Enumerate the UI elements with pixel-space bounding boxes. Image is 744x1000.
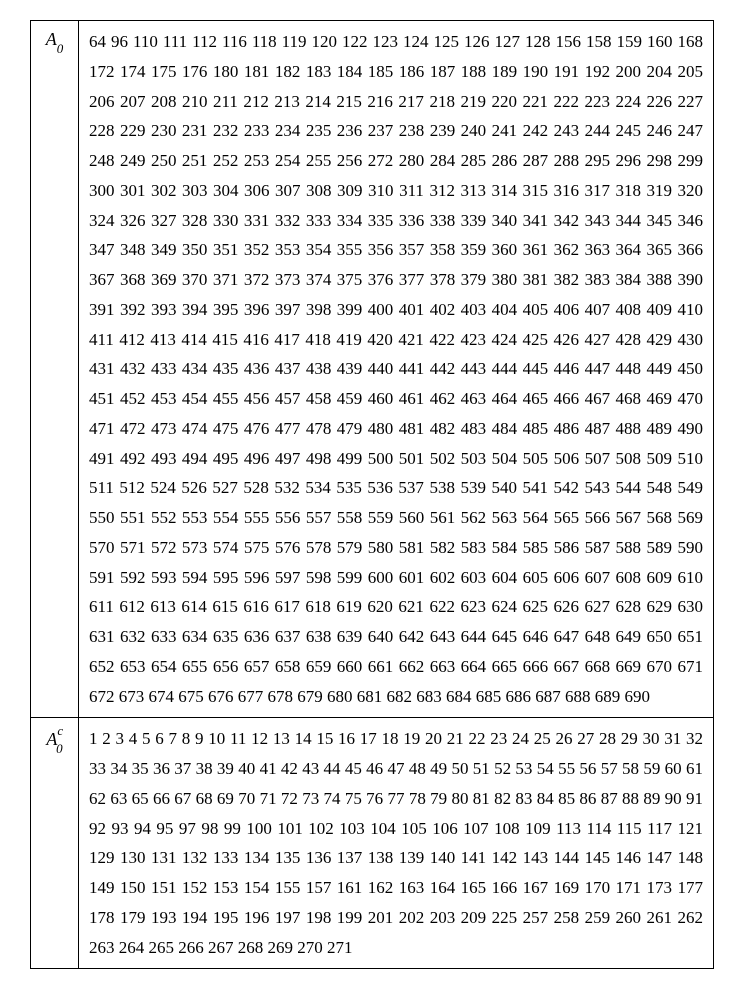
- row-data: 1 2 3 4 5 6 7 8 9 10 11 12 13 14 15 16 1…: [79, 718, 713, 968]
- row-label: A0: [31, 21, 79, 717]
- label-subscript: 0: [57, 41, 64, 56]
- label-subscript: 0: [56, 741, 63, 756]
- table-row: A0 64 96 110 111 112 116 118 119 120 122…: [31, 21, 713, 718]
- table-row: Ac0 1 2 3 4 5 6 7 8 9 10 11 12 13 14 15 …: [31, 718, 713, 968]
- row-data: 64 96 110 111 112 116 118 119 120 122 12…: [79, 21, 713, 717]
- label-main: A: [46, 29, 57, 49]
- row-label: Ac0: [31, 718, 79, 968]
- label-superscript: c: [57, 723, 63, 738]
- data-table: A0 64 96 110 111 112 116 118 119 120 122…: [30, 20, 714, 969]
